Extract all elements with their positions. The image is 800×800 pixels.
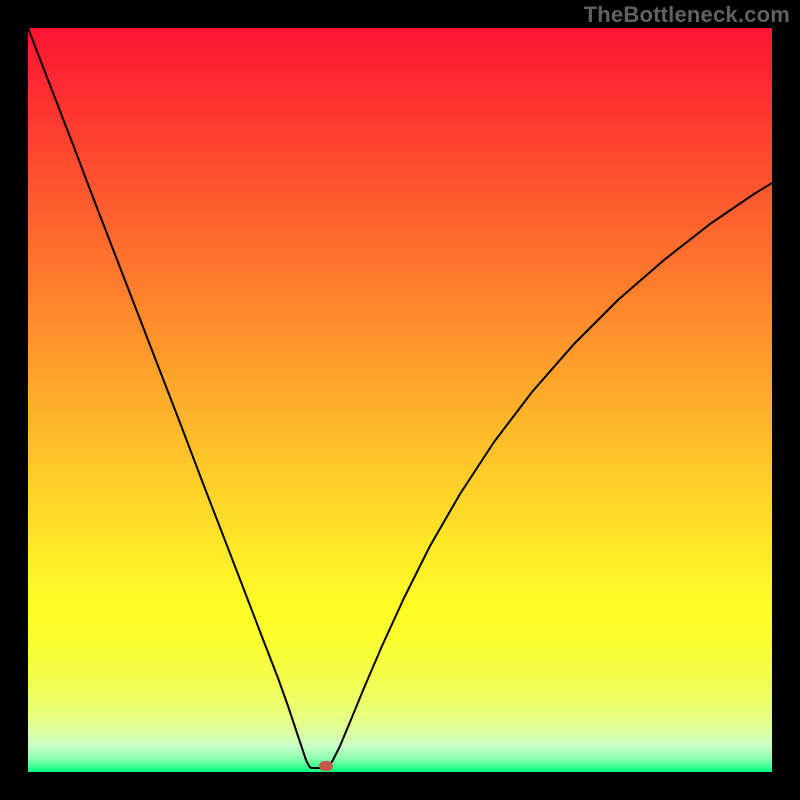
watermark-text: TheBottleneck.com: [584, 2, 790, 28]
chart-frame: TheBottleneck.com: [0, 0, 800, 800]
plot-area: [28, 28, 772, 772]
optimum-marker: [319, 761, 333, 771]
bottleneck-curve: [28, 28, 772, 772]
